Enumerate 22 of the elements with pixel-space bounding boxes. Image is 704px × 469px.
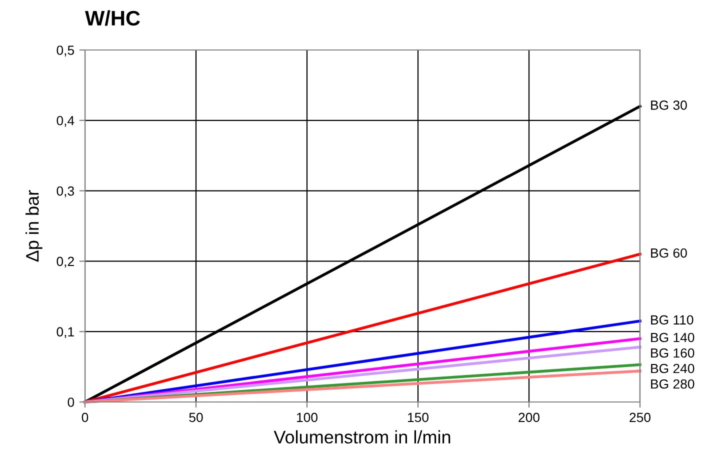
- series-label: BG 140: [651, 332, 694, 342]
- y-tick-label: 0,5: [56, 46, 74, 56]
- chart-title: W/HC: [85, 10, 140, 26]
- y-tick-label: 0,3: [56, 186, 74, 198]
- series-label: BG 60: [651, 248, 687, 258]
- y-axis-title: Δp in bar: [26, 190, 42, 262]
- series-label: BG 160: [651, 348, 694, 358]
- y-tick-label: 0,1: [56, 327, 74, 338]
- series-label: BG 280: [651, 379, 694, 389]
- series-label: BG 30: [651, 100, 687, 110]
- x-tick-label: 0: [82, 412, 88, 422]
- x-tick-label: 200: [518, 412, 540, 422]
- y-tick-label: 0,4: [56, 116, 74, 127]
- x-tick-label: 150: [408, 412, 428, 422]
- x-tick-label: 100: [297, 412, 318, 422]
- x-tick-label: 50: [189, 412, 203, 422]
- series-label: BG 110: [651, 315, 694, 325]
- x-tick-label: 250: [630, 412, 650, 422]
- series-label: BG 240: [651, 364, 694, 374]
- y-tick-label: 0,2: [56, 256, 74, 268]
- x-axis-title: Volumenstrom in l/min: [274, 430, 450, 444]
- y-tick-label: 0: [68, 398, 74, 407]
